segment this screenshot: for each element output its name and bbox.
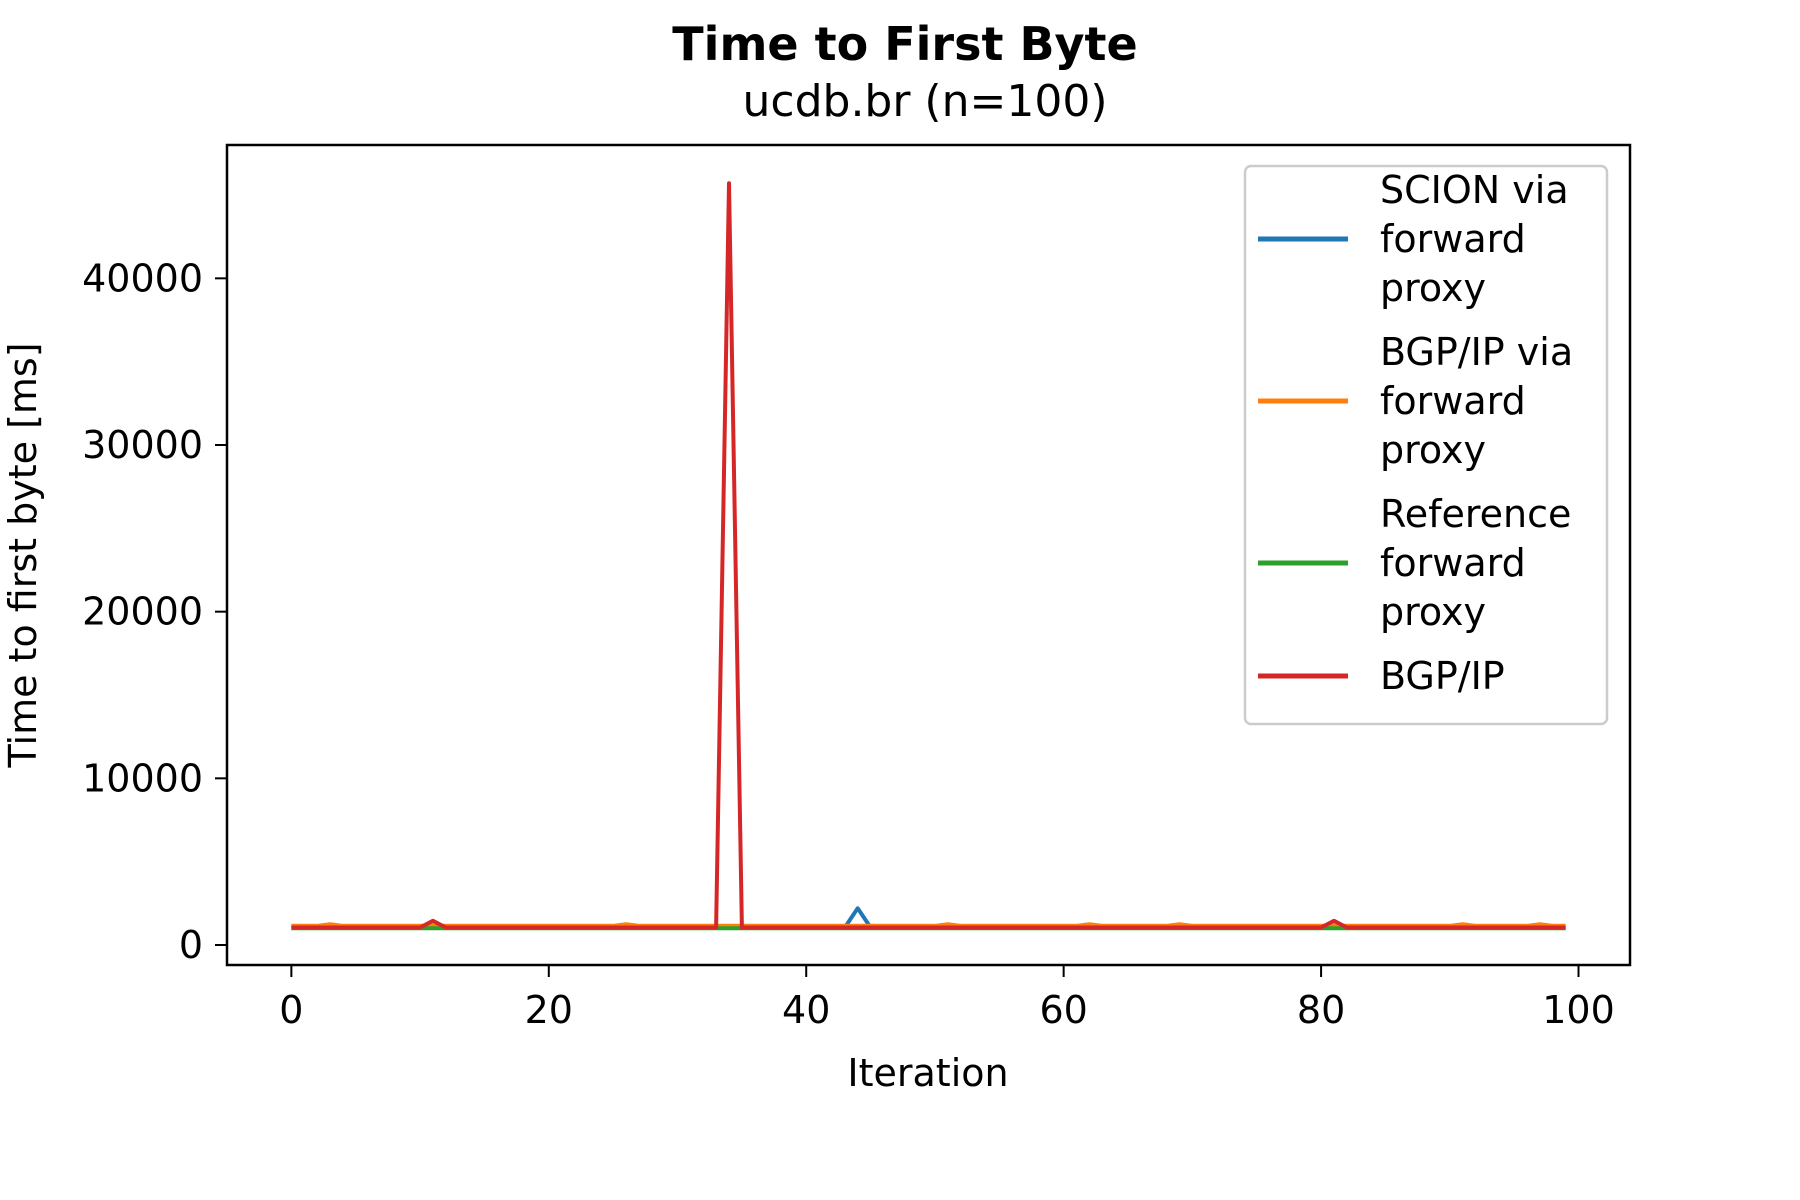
legend-label-2: Reference forward proxy: [1380, 492, 1571, 634]
x-axis-label: Iteration: [847, 1051, 1008, 1095]
x-tick-label-5: 100: [1542, 988, 1615, 1032]
plot-area-frame: [225, 143, 1632, 967]
legend-frame: [1243, 164, 1609, 726]
legend-label-0: SCION via forward proxy: [1380, 168, 1569, 310]
y-axis: 0 10000 20000 30000 40000: [82, 256, 227, 967]
x-tick-label-3: 60: [1039, 988, 1087, 1032]
x-tick-label-4: 80: [1297, 988, 1345, 1032]
x-axis: 0 20 40 60 80 100: [279, 965, 1615, 1032]
legend: SCION via forward proxy BGP/IP via forward pr…: [1243, 164, 1609, 726]
y-tick-label-1: 10000: [82, 756, 203, 800]
chart-title: Time to First Byte: [672, 17, 1137, 71]
x-tick-label-0: 0: [279, 988, 303, 1032]
y-tick-label-4: 40000: [82, 256, 203, 300]
y-tick-label-0: 0: [179, 923, 203, 967]
legend-label-1: BGP/IP via forward proxy: [1380, 330, 1573, 472]
series-line-3: [291, 181, 1566, 930]
plot-lines: [291, 181, 1566, 931]
x-tick-label-1: 20: [525, 988, 573, 1032]
y-tick-label-3: 30000: [82, 423, 203, 467]
y-tick-label-2: 20000: [82, 590, 203, 634]
chart-subtitle: ucdb.br (n=100): [743, 76, 1108, 127]
y-axis-label: Time to first byte [ms]: [1, 342, 45, 768]
x-tick-label-2: 40: [782, 988, 830, 1032]
legend-label-3: BGP/IP: [1380, 654, 1505, 698]
